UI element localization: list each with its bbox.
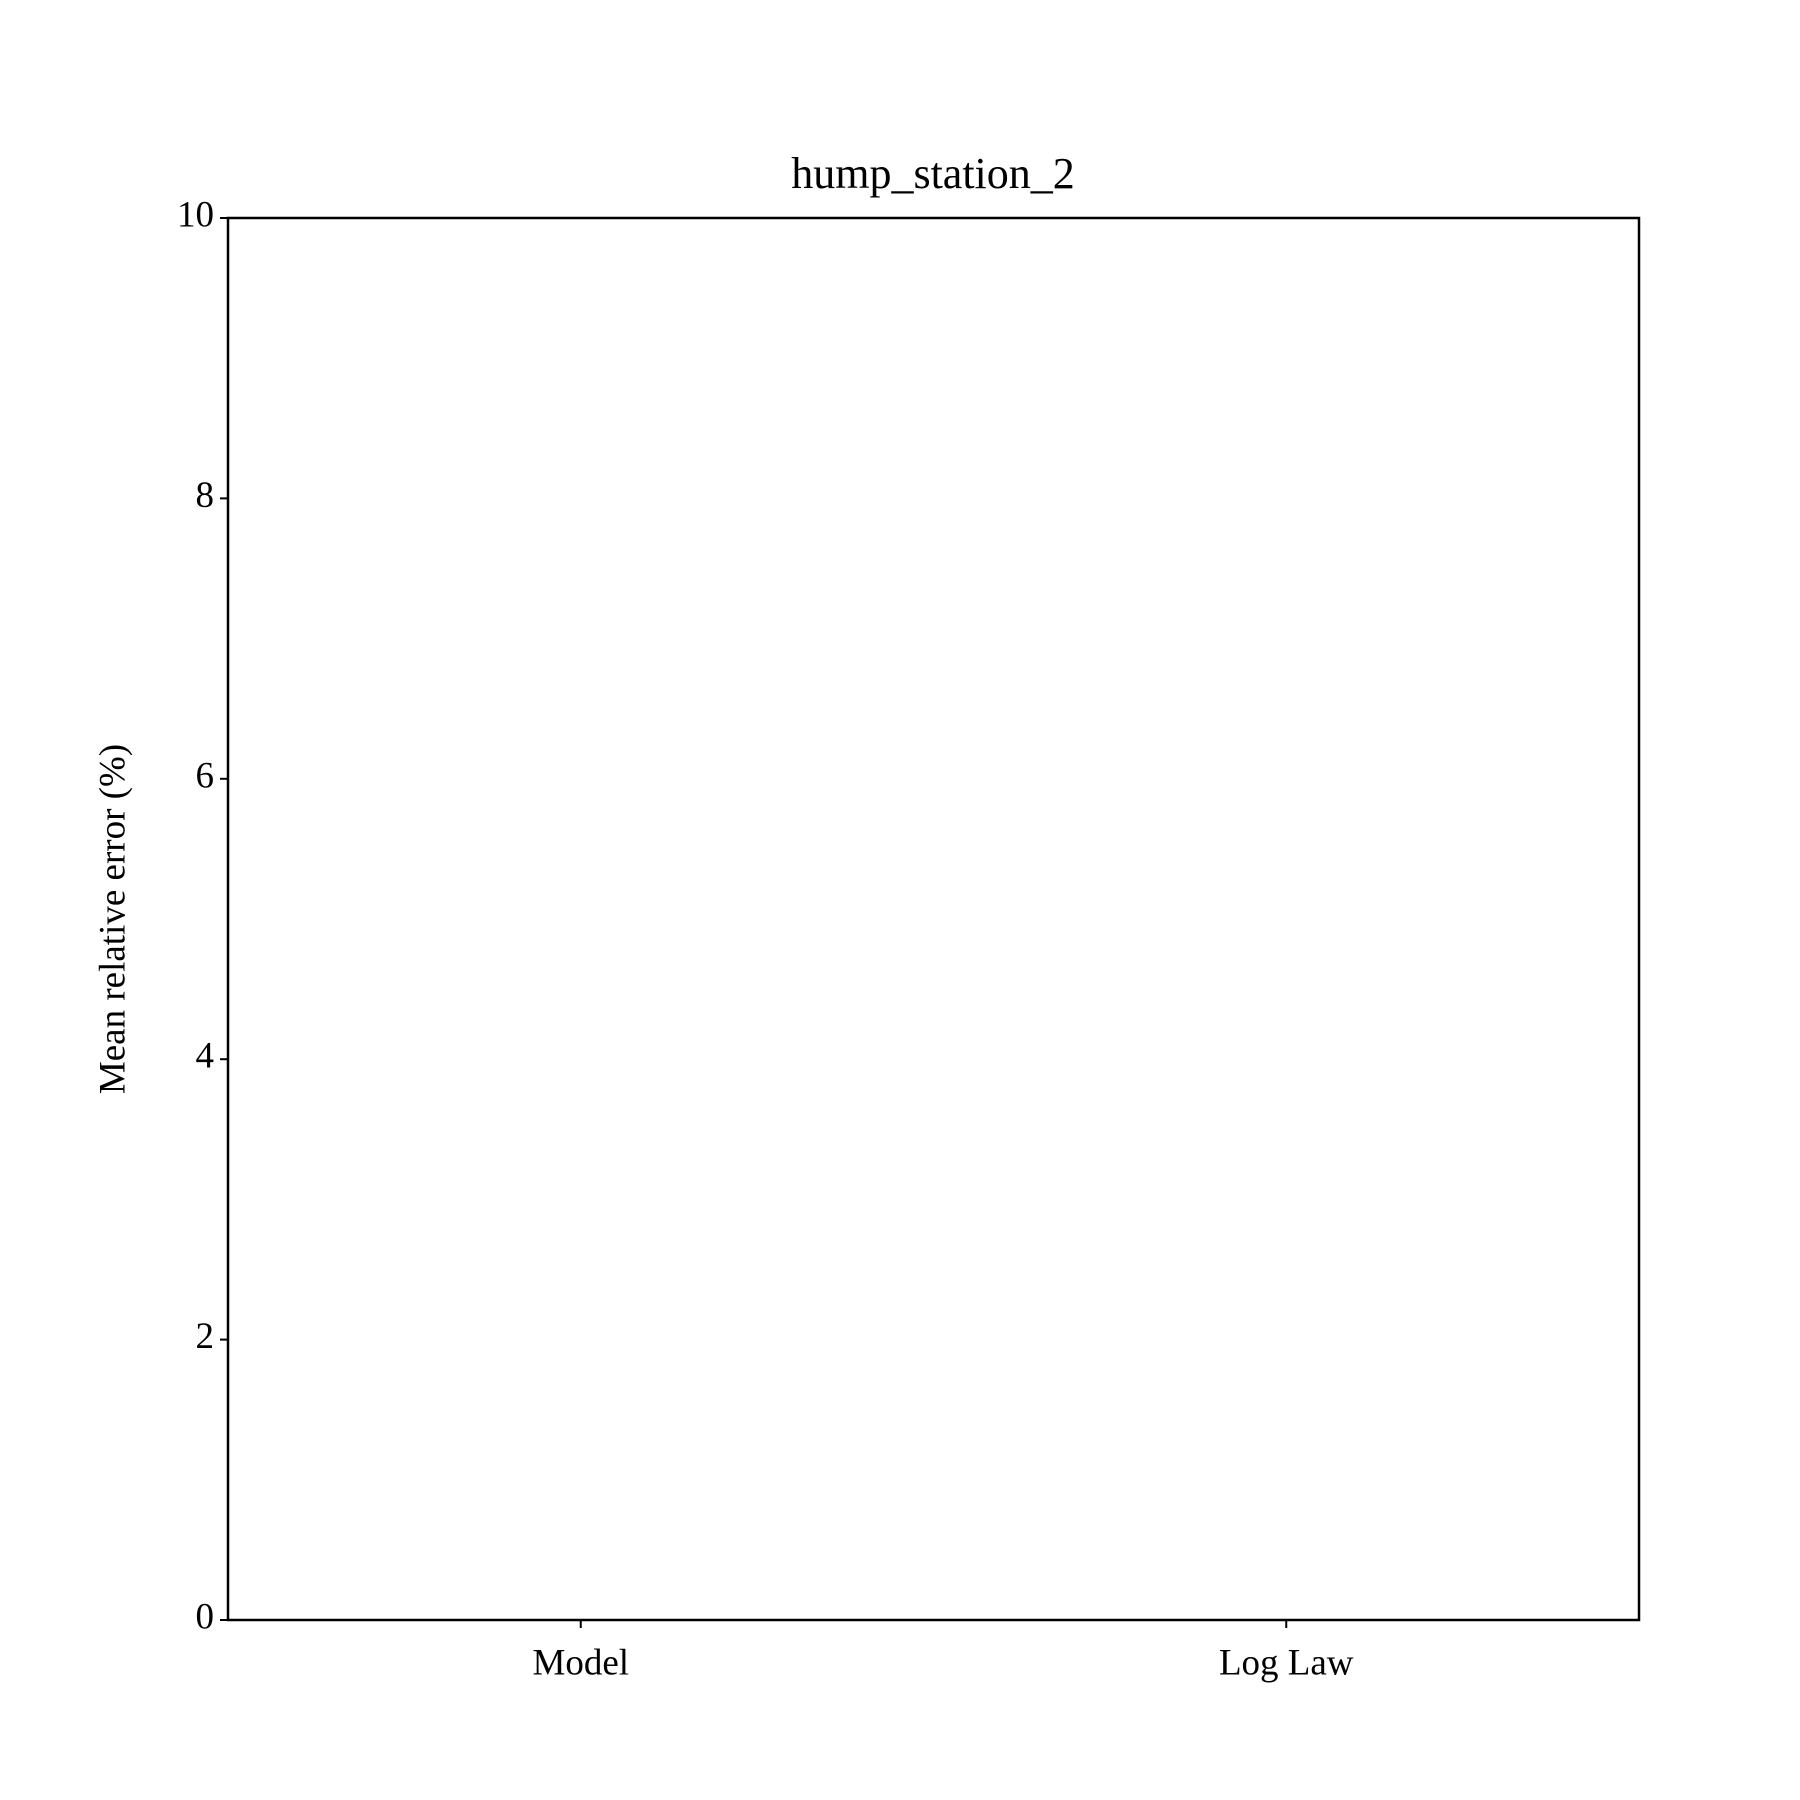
y-tick-label: 8 <box>196 475 215 516</box>
x-tick-label: Model <box>532 1642 629 1683</box>
x-tick-label: Log Law <box>1219 1642 1354 1683</box>
y-tick-label: 2 <box>196 1316 215 1357</box>
y-axis-label: Mean relative error (%) <box>92 744 133 1094</box>
y-tick-label: 4 <box>196 1036 215 1077</box>
y-tick-label: 6 <box>196 755 215 796</box>
plot-frame <box>226 216 1641 1622</box>
y-tick-label: 10 <box>177 194 214 235</box>
y-tick-label: 0 <box>196 1596 215 1637</box>
chart-title: hump_station_2 <box>791 149 1075 198</box>
